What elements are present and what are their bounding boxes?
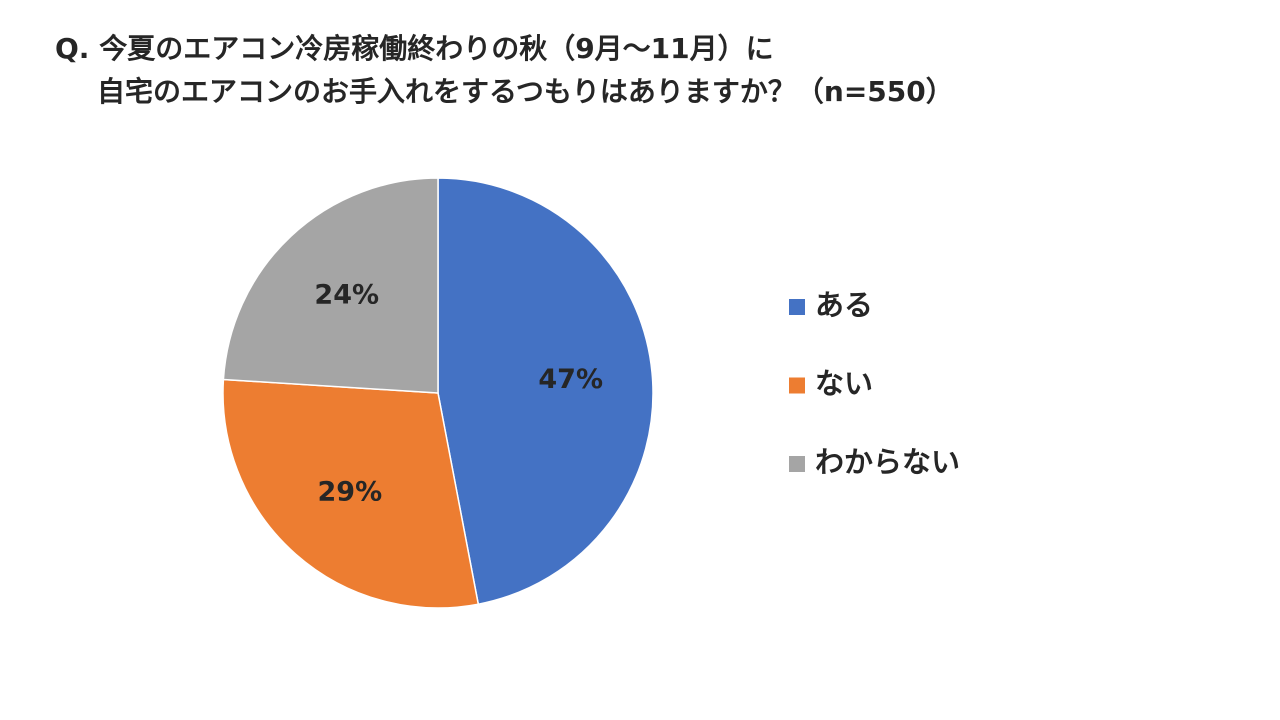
data-label: 47% — [538, 364, 603, 395]
pie-slice — [437, 177, 654, 606]
legend-swatch — [789, 456, 805, 472]
chart-title: Q. 今夏のエアコン冷房稼働終わりの秋（9月～11月）に — [55, 32, 774, 65]
data-label: 24% — [314, 279, 379, 310]
chart-title: 自宅のエアコンのお手入れをするつもりはありますか？（n=550） — [97, 75, 954, 108]
legend-label: ある — [815, 288, 873, 322]
data-label: 29% — [318, 476, 383, 507]
legend-swatch — [789, 299, 805, 315]
legend-label: わからない — [815, 445, 960, 479]
legend-label: ない — [815, 367, 873, 401]
pie-slice — [222, 378, 480, 609]
legend-swatch — [789, 377, 805, 394]
pie-slice — [222, 177, 439, 394]
